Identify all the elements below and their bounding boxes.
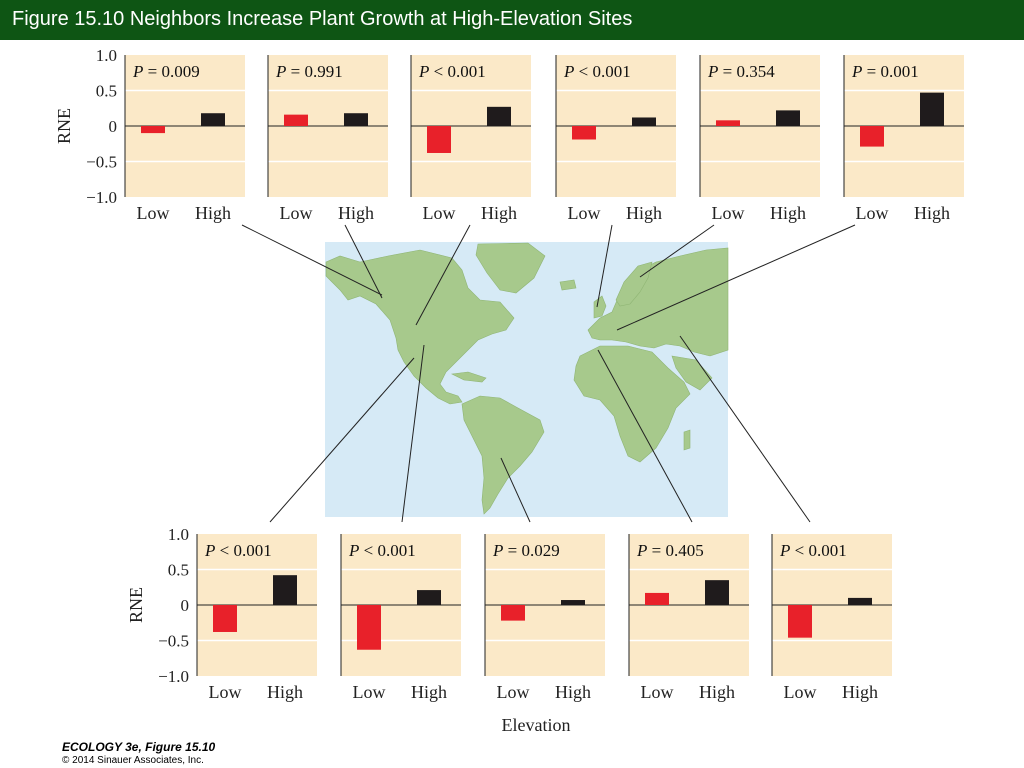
bar-high (776, 110, 800, 126)
bar-high (417, 590, 441, 605)
chart-panels: Low High P = 0.009 1.0 0.5 0 −0.5 −1.0 RNE Low Hig… (54, 46, 964, 702)
p-value-label: P < 0.001 (204, 541, 272, 560)
bar-high (561, 600, 585, 605)
bar-high (273, 575, 297, 605)
figure-credit: ECOLOGY 3e, Figure 15.10 (62, 740, 216, 754)
bar-low (860, 126, 884, 147)
p-value-label: P = 0.991 (275, 62, 343, 81)
x-tick-label: Low (856, 203, 889, 223)
x-tick-label: Low (497, 682, 530, 702)
y-tick-label: 0 (109, 117, 118, 136)
bar-high (632, 117, 656, 126)
y-tick-label: −1.0 (158, 667, 189, 686)
bar-low (427, 126, 451, 153)
y-tick-label: 0.5 (168, 561, 189, 580)
y-axis-title: RNE (126, 587, 146, 623)
map-madagascar (683, 429, 691, 451)
copyright-text: © 2014 Sinauer Associates, Inc. (62, 755, 204, 766)
x-tick-label: Low (423, 203, 456, 223)
p-value-label: P = 0.405 (636, 541, 704, 560)
x-tick-label: Low (137, 203, 170, 223)
connector-line (597, 349, 693, 523)
connector-line (401, 344, 425, 523)
x-tick-label: Low (280, 203, 313, 223)
p-value-label: P < 0.001 (563, 62, 631, 81)
bar-low (357, 605, 381, 650)
p-value-label: P = 0.029 (492, 541, 560, 560)
x-tick-label: High (699, 682, 735, 702)
map-south-america (461, 395, 545, 515)
connector-lines (241, 224, 856, 523)
map-greenland (475, 242, 546, 294)
connector-line (596, 224, 613, 308)
bar-low (572, 126, 596, 140)
map-arabia (671, 355, 713, 391)
p-value-label: P = 0.009 (132, 62, 200, 81)
x-tick-label: High (842, 682, 878, 702)
x-axis-title: Elevation (502, 715, 571, 735)
x-tick-label: High (338, 203, 374, 223)
bar-low (284, 114, 308, 126)
bar-low (645, 592, 669, 605)
x-tick-label: High (195, 203, 231, 223)
connector-line (344, 224, 383, 299)
connector-line (616, 224, 856, 331)
p-value-label: P = 0.354 (707, 62, 775, 81)
bar-high (487, 106, 511, 126)
x-tick-label: High (626, 203, 662, 223)
map-caribbean (450, 371, 487, 383)
x-tick-label: High (555, 682, 591, 702)
y-tick-label: 1.0 (168, 525, 189, 544)
bar-low (213, 605, 237, 632)
map-scandinavia (615, 261, 653, 307)
bar-high (848, 597, 872, 605)
world-map (325, 242, 729, 517)
p-value-label: P < 0.001 (348, 541, 416, 560)
bar-low (788, 605, 812, 638)
x-tick-label: Low (209, 682, 242, 702)
x-tick-label: Low (712, 203, 745, 223)
connector-line (500, 457, 531, 523)
connector-line (639, 224, 715, 278)
title-bar: Figure 15.10 Neighbors Increase Plant Gr… (0, 0, 1024, 40)
y-tick-label: 0 (181, 596, 190, 615)
connector-line (269, 357, 415, 523)
x-tick-label: High (481, 203, 517, 223)
bar-low (501, 605, 525, 621)
p-value-label: P < 0.001 (779, 541, 847, 560)
y-tick-label: 0.5 (96, 82, 117, 101)
bar-low (716, 120, 740, 126)
connector-line (679, 335, 811, 523)
connector-line (241, 224, 383, 296)
map-iceland (559, 279, 577, 291)
bar-low (141, 126, 165, 134)
x-tick-label: High (267, 682, 303, 702)
y-tick-label: −0.5 (158, 632, 189, 651)
x-tick-label: High (770, 203, 806, 223)
y-tick-label: −1.0 (86, 188, 117, 207)
connector-line (415, 224, 471, 326)
x-tick-label: Low (353, 682, 386, 702)
map-britain (593, 295, 607, 319)
y-axis-title: RNE (54, 108, 74, 144)
bar-high (705, 580, 729, 605)
bar-high (201, 113, 225, 126)
y-tick-label: −0.5 (86, 153, 117, 172)
x-tick-label: Low (641, 682, 674, 702)
map-north-america (325, 249, 515, 405)
x-tick-label: Low (568, 203, 601, 223)
p-value-label: P < 0.001 (418, 62, 486, 81)
p-value-label: P = 0.001 (851, 62, 919, 81)
x-tick-label: High (914, 203, 950, 223)
bar-high (920, 92, 944, 126)
page-title: Figure 15.10 Neighbors Increase Plant Gr… (12, 8, 633, 30)
x-tick-label: High (411, 682, 447, 702)
bar-high (344, 113, 368, 126)
credit-block: ECOLOGY 3e, Figure 15.10 © 2014 Sinauer … (62, 740, 215, 767)
y-tick-label: 1.0 (96, 46, 117, 65)
x-tick-label: Low (784, 682, 817, 702)
map-africa (573, 345, 691, 463)
